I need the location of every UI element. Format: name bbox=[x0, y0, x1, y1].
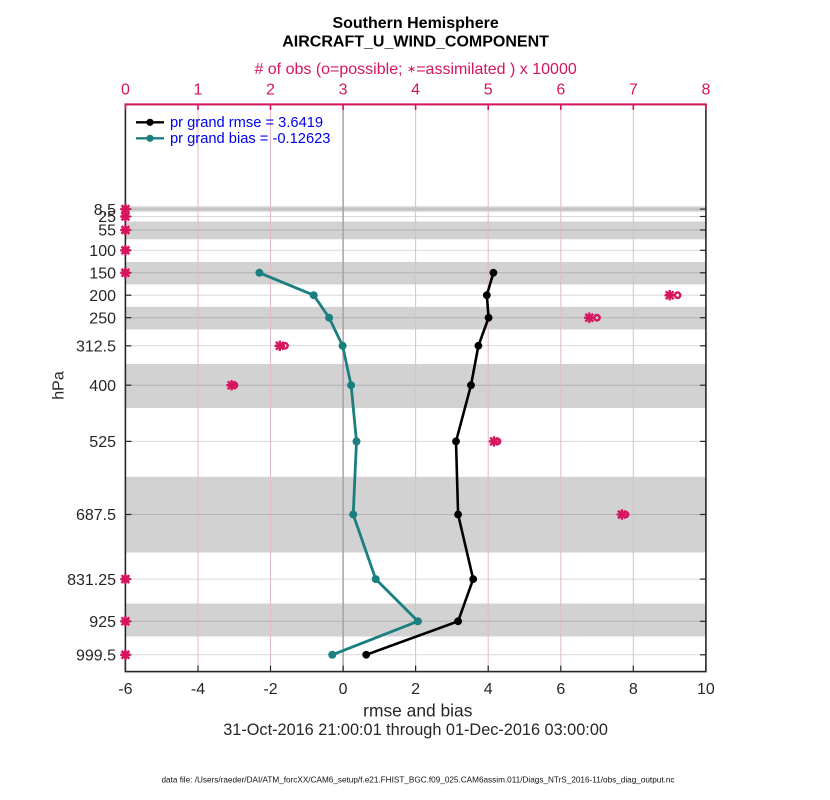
svg-text:2: 2 bbox=[266, 82, 275, 99]
svg-text:925: 925 bbox=[89, 614, 116, 631]
svg-text:4: 4 bbox=[484, 681, 493, 698]
svg-text:hPa: hPa bbox=[51, 371, 68, 400]
svg-text:2: 2 bbox=[411, 681, 420, 698]
svg-text:6: 6 bbox=[556, 681, 565, 698]
svg-text:-2: -2 bbox=[263, 681, 277, 698]
svg-text:8.5: 8.5 bbox=[94, 202, 116, 219]
svg-text:525: 525 bbox=[89, 434, 116, 451]
svg-text:831.25: 831.25 bbox=[67, 572, 116, 589]
svg-text:0: 0 bbox=[339, 681, 348, 698]
svg-text:687.5: 687.5 bbox=[76, 507, 116, 524]
svg-text:pr grand rmse = 3.6419: pr grand rmse = 3.6419 bbox=[170, 115, 323, 131]
svg-text:0: 0 bbox=[121, 82, 130, 99]
svg-text:25: 25 bbox=[98, 209, 116, 226]
svg-text:Southern Hemisphere: Southern Hemisphere bbox=[332, 15, 498, 32]
svg-text:data file: /Users/raeder/DAI/A: data file: /Users/raeder/DAI/ATM_forcXX/… bbox=[161, 776, 674, 785]
svg-text:4: 4 bbox=[411, 82, 420, 99]
svg-text:100: 100 bbox=[89, 243, 116, 260]
svg-text:​# of obs (o=possible; ∗=assim: ​# of obs (o=possible; ∗=assimilated ) x… bbox=[254, 61, 576, 78]
svg-text:250: 250 bbox=[89, 310, 116, 327]
svg-text:150: 150 bbox=[89, 266, 116, 283]
svg-text:7: 7 bbox=[629, 82, 638, 99]
svg-text:6: 6 bbox=[556, 82, 565, 99]
svg-text:312.5: 312.5 bbox=[76, 339, 116, 356]
svg-text:1: 1 bbox=[194, 82, 203, 99]
svg-text:-4: -4 bbox=[191, 681, 205, 698]
svg-text:999.5: 999.5 bbox=[76, 648, 116, 665]
svg-text:5: 5 bbox=[484, 82, 493, 99]
svg-text:400: 400 bbox=[89, 378, 116, 395]
svg-text:AIRCRAFT_U_WIND_COMPONENT: AIRCRAFT_U_WIND_COMPONENT bbox=[282, 34, 549, 51]
svg-text:31-Oct-2016 21:00:01 through 0: 31-Oct-2016 21:00:01 through 01-Dec-2016… bbox=[223, 721, 608, 739]
svg-text:10: 10 bbox=[697, 681, 715, 698]
svg-text:-6: -6 bbox=[118, 681, 132, 698]
svg-text:rmse and bias: rmse and bias bbox=[363, 701, 473, 721]
svg-text:200: 200 bbox=[89, 288, 116, 305]
svg-text:8: 8 bbox=[701, 82, 710, 99]
svg-text:3: 3 bbox=[339, 82, 348, 99]
svg-text:55: 55 bbox=[98, 223, 116, 240]
svg-text:8: 8 bbox=[629, 681, 638, 698]
svg-text:pr grand bias = -0.12623: pr grand bias = -0.12623 bbox=[170, 131, 330, 147]
